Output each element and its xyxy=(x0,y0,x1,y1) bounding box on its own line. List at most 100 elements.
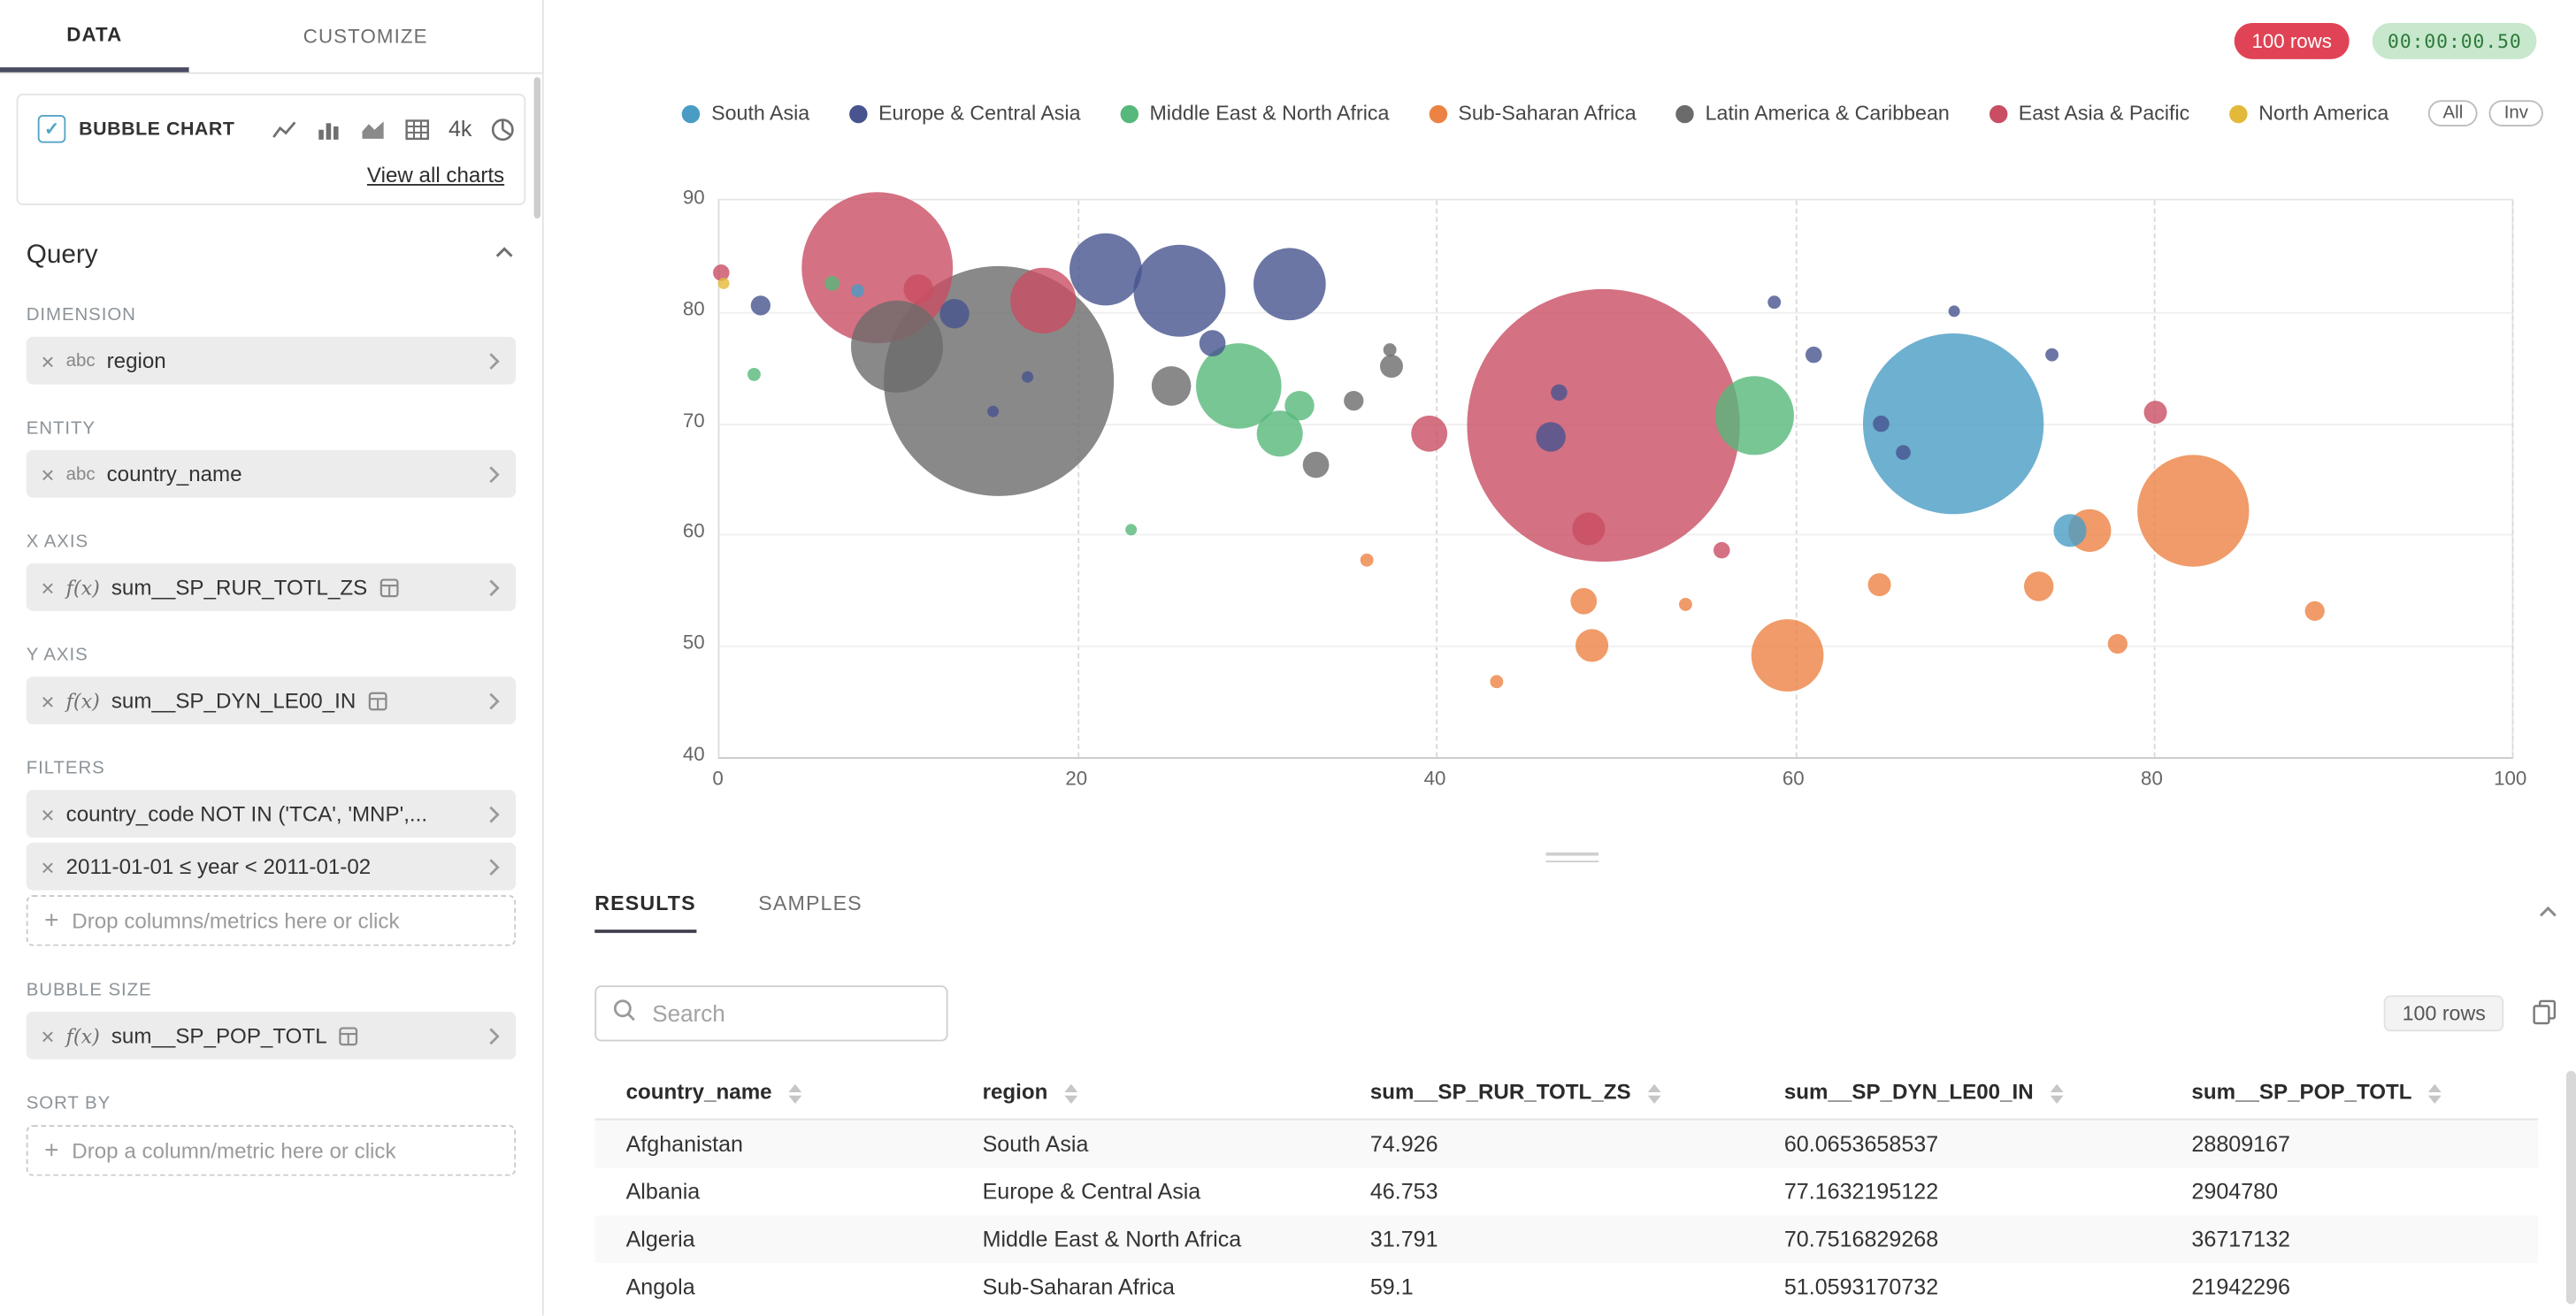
sort-icon[interactable] xyxy=(2428,1083,2442,1104)
chart-bubble xyxy=(2304,601,2325,622)
tab-data[interactable]: DATA xyxy=(0,0,189,73)
line-chart-icon[interactable] xyxy=(271,116,297,142)
filters-label: FILTERS xyxy=(26,759,105,779)
table-row: Albania Europe & Central Asia 46.753 77.163… xyxy=(594,1167,2538,1215)
chevron-right-icon[interactable] xyxy=(488,691,502,710)
search-box[interactable] xyxy=(594,985,948,1042)
sort-icon[interactable] xyxy=(788,1083,802,1104)
legend-item[interactable]: Latin America & Caribbean xyxy=(1675,102,1950,125)
legend-label: Europe & Central Asia xyxy=(878,102,1081,126)
tab-results[interactable]: RESULTS xyxy=(594,891,696,933)
chart-bubble xyxy=(1253,248,1326,320)
sort-icon[interactable] xyxy=(1647,1083,1661,1104)
copy-icon[interactable] xyxy=(2530,997,2559,1031)
x-axis-value: sum__SP_RUR_TOTL_ZS xyxy=(111,575,368,600)
big-number-chart-icon[interactable]: 4k xyxy=(448,116,472,142)
legend-actions: All Inv xyxy=(2427,100,2543,127)
sort-icon[interactable] xyxy=(2050,1083,2064,1104)
collapse-data-pane-icon[interactable] xyxy=(2534,899,2563,930)
table-cell: 51.0593170732 xyxy=(1783,1274,1939,1300)
sort-icon[interactable] xyxy=(1063,1083,1077,1104)
legend-item[interactable]: Europe & Central Asia xyxy=(848,102,1081,126)
chevron-right-icon[interactable] xyxy=(488,351,502,371)
bubble-size-pill[interactable]: × f(x) sum__SP_POP_TOTL xyxy=(26,1012,517,1060)
resize-handle[interactable] xyxy=(1545,852,1598,863)
drop-placeholder: Drop columns/metrics here or click xyxy=(72,908,400,933)
chevron-right-icon[interactable] xyxy=(488,1026,502,1045)
chart-bubble xyxy=(1196,342,1283,428)
sort-desc-icon xyxy=(1063,1094,1077,1104)
legend-all-button[interactable]: All xyxy=(2427,100,2478,127)
chart-bubble xyxy=(750,295,771,316)
selected-viz-checkbox-icon[interactable] xyxy=(37,115,66,143)
column-header[interactable]: region xyxy=(951,1064,1339,1121)
dimension-value: region xyxy=(106,348,166,373)
remove-icon[interactable]: × xyxy=(41,347,55,374)
chevron-right-icon[interactable] xyxy=(488,578,502,597)
tab-customize[interactable]: CUSTOMIZE xyxy=(303,24,428,48)
chart-bubble xyxy=(1134,244,1227,337)
view-all-charts-link[interactable]: View all charts xyxy=(366,162,505,187)
query-timer-badge: 00:00:00.50 xyxy=(2373,23,2537,59)
chevron-right-icon[interactable] xyxy=(488,464,502,484)
filter-pill[interactable]: × country_code NOT IN ('TCA', 'MNP',... xyxy=(26,790,517,838)
column-header[interactable]: sum__SP_POP_TOTL xyxy=(2160,1064,2539,1121)
entity-label: ENTITY xyxy=(26,418,96,439)
sort-by-drop-zone[interactable]: + Drop a column/metric here or click xyxy=(26,1125,517,1176)
legend-dot-icon xyxy=(1675,103,1694,123)
legend-item[interactable]: East Asia & Pacific xyxy=(1989,102,2189,125)
column-header[interactable]: country_name xyxy=(594,1064,952,1121)
remove-icon[interactable]: × xyxy=(41,687,55,714)
search-input[interactable] xyxy=(648,998,932,1029)
entity-pill[interactable]: × abc country_name xyxy=(26,449,517,498)
filters-drop-zone[interactable]: + Drop columns/metrics here or click xyxy=(26,895,517,946)
plot-area xyxy=(713,192,2514,760)
collapse-query-icon[interactable] xyxy=(493,241,516,271)
tab-samples[interactable]: SAMPLES xyxy=(758,891,862,915)
remove-icon[interactable]: × xyxy=(41,1022,55,1049)
bar-chart-icon[interactable] xyxy=(316,116,342,142)
row-count-badge[interactable]: 100 rows xyxy=(2234,23,2350,59)
table-scrollbar[interactable] xyxy=(2565,1070,2576,1305)
calculator-icon xyxy=(379,578,398,597)
pivot-table-icon[interactable] xyxy=(404,116,431,142)
remove-icon[interactable]: × xyxy=(41,574,55,601)
y-axis-pill[interactable]: × f(x) sum__SP_DYN_LE00_IN xyxy=(26,677,517,725)
table-cell: 21942296 xyxy=(2191,1274,2291,1300)
table-cell: 77.1632195122 xyxy=(1783,1179,1939,1205)
legend-item[interactable]: North America xyxy=(2228,102,2389,126)
chart-bubble xyxy=(939,299,970,329)
entity-value: country_name xyxy=(106,461,242,486)
remove-icon[interactable]: × xyxy=(41,460,55,487)
x-axis-pill[interactable]: × f(x) sum__SP_RUR_TOTL_ZS xyxy=(26,563,517,611)
pie-chart-icon[interactable] xyxy=(490,116,517,142)
y-axis-tick-label: 50 xyxy=(682,631,705,654)
legend-item[interactable]: Middle East & North Africa xyxy=(1120,102,1389,125)
chart-bubble xyxy=(1550,385,1567,402)
column-header[interactable]: sum__SP_DYN_LE00_IN xyxy=(1752,1064,2161,1121)
legend-item[interactable]: South Asia xyxy=(681,102,809,125)
x-axis-tick-label: 100 xyxy=(2494,767,2527,791)
legend-label: North America xyxy=(2258,102,2389,126)
results-table: country_name region sum__SP_RUR_TOTL_ZS sum… xyxy=(594,1064,2539,1315)
y-axis-tick-label: 70 xyxy=(682,408,705,432)
remove-icon[interactable]: × xyxy=(41,800,55,828)
area-chart-icon[interactable] xyxy=(360,116,387,142)
filter-value: 2011-01-01 ≤ year < 2011-01-02 xyxy=(65,853,372,879)
legend: South Asia Europe & Central Asia Middle Ea… xyxy=(681,100,2543,127)
remove-icon[interactable]: × xyxy=(41,853,55,880)
calculator-icon xyxy=(339,1026,358,1045)
legend-item[interactable]: Sub-Saharan Africa xyxy=(1428,102,1637,125)
chart-bubble xyxy=(2052,514,2086,548)
chevron-right-icon[interactable] xyxy=(488,857,502,876)
chart-bubble xyxy=(1151,365,1192,405)
sort-asc-icon xyxy=(1647,1083,1661,1092)
gridline-vertical xyxy=(1436,200,1438,758)
sidebar-scrollbar[interactable] xyxy=(533,77,541,219)
chevron-right-icon[interactable] xyxy=(488,804,502,823)
filter-pill[interactable]: × 2011-01-01 ≤ year < 2011-01-02 xyxy=(26,842,517,891)
chart-bubble xyxy=(1570,588,1597,615)
legend-inv-button[interactable]: Inv xyxy=(2488,100,2543,127)
dimension-pill[interactable]: × abc region xyxy=(26,336,517,385)
column-header[interactable]: sum__SP_RUR_TOTL_ZS xyxy=(1338,1064,1753,1121)
